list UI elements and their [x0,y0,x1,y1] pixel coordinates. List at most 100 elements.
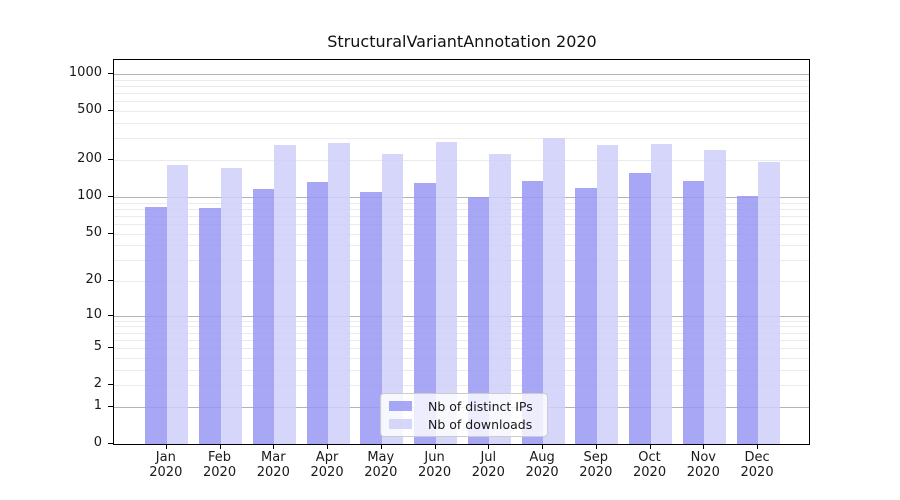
y-tick [108,280,113,281]
x-tick [542,445,544,449]
gridline-minor [114,123,809,125]
x-tick-label-oct: Oct 2020 [633,450,667,480]
y-tick [108,347,113,349]
bar-downloads-oct [650,144,673,444]
x-tick [327,445,329,449]
y-tick [108,195,113,197]
bar-downloads-feb [220,167,243,444]
bar-downloads-mar [274,144,296,444]
bar-ips-dec [736,196,759,444]
gridline-major [114,74,809,76]
legend-label-ips: Nb of distinct IPs [428,398,533,414]
x-tick-label-aug: Aug 2020 [525,450,559,480]
y-tick [108,73,113,75]
x-tick [165,445,167,449]
bar-ips-nov [682,181,705,444]
x-tick-label-feb: Feb 2020 [203,450,237,480]
x-tick [703,445,705,449]
legend-swatch-ips [389,401,412,411]
gridline-minor [114,332,809,334]
y-tick [108,443,113,444]
x-tick [219,445,221,449]
x-tick [273,445,275,449]
legend-entry-downloads: Nb of downloads [389,417,539,432]
gridline-minor [114,223,809,225]
x-tick-label-dec: Dec 2020 [740,450,774,480]
y-tick [108,159,113,161]
y-tick [108,110,113,112]
x-tick [757,445,759,449]
x-tick [649,445,651,449]
gridline-minor [114,245,809,247]
bar-downloads-nov [704,149,726,444]
bar-ips-jul [467,196,490,444]
bar-downloads-aug [543,138,565,444]
gridline-major [114,196,809,198]
y-tick-label: 5 [93,339,102,355]
bar-ips-oct [629,173,651,444]
y-tick-label: 0 [93,435,102,450]
gridline-minor [114,326,809,328]
gridline-minor [114,260,809,262]
y-tick-label: 50 [85,224,102,240]
bar-downloads-dec [758,161,780,444]
gridline-minor [114,215,809,217]
gridline-minor [114,86,809,88]
bar-downloads-sep [596,144,619,444]
bar-ips-aug [521,181,544,444]
gridline-minor [114,369,809,371]
bar-downloads-jul [489,153,511,444]
x-tick-label-jun: Jun 2020 [418,450,452,480]
legend-label-downloads: Nb of downloads [428,416,533,432]
gridline-minor [114,385,809,387]
y-tick-label: 500 [77,102,102,118]
y-tick-label: 10 [85,306,102,322]
legend-entry-ips: Nb of distinct IPs [389,399,539,414]
x-tick-label-mar: Mar 2020 [256,450,290,480]
bar-ips-apr [306,182,329,444]
x-tick-label-jul: Jul 2020 [471,450,505,480]
plot-area: Nb of distinct IPs Nb of downloads [113,59,810,445]
y-tick [108,232,113,234]
bar-ips-mar [252,189,275,444]
bar-downloads-may [381,153,404,444]
y-tick-label: 1 [93,397,102,413]
gridline-minor [114,233,809,235]
x-tick-label-apr: Apr 2020 [310,450,344,480]
gridline-minor [114,208,809,210]
bar-ips-feb [199,208,221,444]
x-tick-label-may: May 2020 [364,450,398,480]
y-tick-label: 200 [77,151,102,167]
bar-ips-sep [575,187,597,444]
x-tick-label-jan: Jan 2020 [149,450,183,480]
y-tick-label: 100 [77,187,102,203]
y-tick-label: 2 [93,376,102,392]
gridline-minor [114,79,809,81]
gridline-minor [114,160,809,162]
gridline-minor [114,93,809,95]
x-tick [380,445,382,449]
x-tick-label-nov: Nov 2020 [686,450,720,480]
x-tick [595,445,597,449]
x-tick [488,445,490,449]
y-tick [108,384,113,386]
gridline-minor [114,357,809,359]
gridline-major [114,315,809,317]
y-tick [108,405,113,407]
gridline-minor [114,320,809,322]
y-tick-label: 1000 [68,65,102,81]
bar-downloads-jun [435,141,458,444]
gridline-minor [114,111,809,113]
bar-ips-jun [414,183,436,444]
gridline-minor [114,202,809,204]
x-tick [434,445,436,449]
y-tick [108,314,113,316]
gridline-minor [114,348,809,350]
gridline-minor [114,138,809,140]
legend-swatch-downloads [389,419,412,429]
bar-downloads-apr [328,142,350,444]
legend: Nb of distinct IPs Nb of downloads [380,393,548,437]
chart-title: StructuralVariantAnnotation 2020 [327,32,597,51]
gridline-minor [114,281,809,282]
gridline-minor [114,101,809,103]
